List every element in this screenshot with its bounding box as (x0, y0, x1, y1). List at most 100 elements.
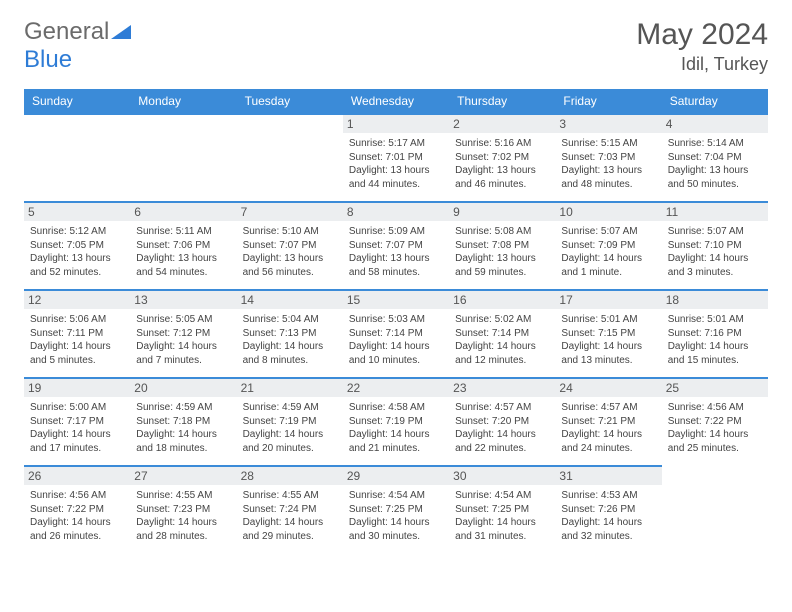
day-cell: 4 Sunrise: 5:14 AMSunset: 7:04 PMDaylight… (662, 113, 768, 201)
day-info: Sunrise: 4:57 AMSunset: 7:21 PMDaylight:… (561, 401, 655, 455)
day-cell: 1 Sunrise: 5:17 AMSunset: 7:01 PMDaylight… (343, 113, 449, 201)
day-info: Sunrise: 4:55 AMSunset: 7:23 PMDaylight:… (136, 489, 230, 543)
column-header: Wednesday (343, 89, 449, 113)
day-number: 18 (662, 291, 768, 309)
day-number: 20 (130, 379, 236, 397)
day-cell: 19 Sunrise: 5:00 AMSunset: 7:17 PMDayligh… (24, 377, 130, 465)
day-info: Sunrise: 5:07 AMSunset: 7:10 PMDaylight:… (668, 225, 762, 279)
day-info: Sunrise: 4:55 AMSunset: 7:24 PMDaylight:… (243, 489, 337, 543)
day-cell: 7Sunrise: 5:10 AMSunset: 7:07 PMDaylight… (237, 201, 343, 289)
day-info: Sunrise: 4:59 AMSunset: 7:18 PMDaylight:… (136, 401, 230, 455)
day-number: 24 (555, 379, 661, 397)
day-info: Sunrise: 5:11 AMSunset: 7:06 PMDaylight:… (136, 225, 230, 279)
day-number: 28 (237, 467, 343, 485)
day-info: Sunrise: 5:02 AMSunset: 7:14 PMDaylight:… (455, 313, 549, 367)
day-cell: 16 Sunrise: 5:02 AMSunset: 7:14 PMDayligh… (449, 289, 555, 377)
day-cell: 25 Sunrise: 4:56 AMSunset: 7:22 PMDayligh… (662, 377, 768, 465)
day-cell: 31 Sunrise: 4:53 AMSunset: 7:26 PMDayligh… (555, 465, 661, 553)
column-header: Monday (130, 89, 236, 113)
logo-part2: Blue (24, 46, 72, 73)
day-info: Sunrise: 4:56 AMSunset: 7:22 PMDaylight:… (668, 401, 762, 455)
day-number: 6 (130, 203, 236, 221)
day-cell: 15Sunrise: 5:03 AMSunset: 7:14 PMDayligh… (343, 289, 449, 377)
day-number: 10 (555, 203, 661, 221)
day-info: Sunrise: 5:17 AMSunset: 7:01 PMDaylight:… (349, 137, 443, 191)
column-header: Saturday (662, 89, 768, 113)
day-number: 3 (555, 115, 661, 133)
day-info: Sunrise: 5:08 AMSunset: 7:08 PMDaylight:… (455, 225, 549, 279)
day-number: 29 (343, 467, 449, 485)
day-info: Sunrise: 5:07 AMSunset: 7:09 PMDaylight:… (561, 225, 655, 279)
day-cell: 3 Sunrise: 5:15 AMSunset: 7:03 PMDaylight… (555, 113, 661, 201)
empty-cell (24, 113, 130, 201)
day-number: 4 (662, 115, 768, 133)
day-cell: 8 Sunrise: 5:09 AMSunset: 7:07 PMDaylight… (343, 201, 449, 289)
day-cell: 14Sunrise: 5:04 AMSunset: 7:13 PMDayligh… (237, 289, 343, 377)
empty-cell (130, 113, 236, 201)
day-cell: 2 Sunrise: 5:16 AMSunset: 7:02 PMDaylight… (449, 113, 555, 201)
day-cell: 10 Sunrise: 5:07 AMSunset: 7:09 PMDayligh… (555, 201, 661, 289)
title-block: May 2024 Idil, Turkey (636, 18, 768, 75)
day-info: Sunrise: 5:09 AMSunset: 7:07 PMDaylight:… (349, 225, 443, 279)
day-info: Sunrise: 4:57 AMSunset: 7:20 PMDaylight:… (455, 401, 549, 455)
header: General Blue May 2024 Idil, Turkey (24, 18, 768, 75)
day-number: 11 (662, 203, 768, 221)
day-info: Sunrise: 5:00 AMSunset: 7:17 PMDaylight:… (30, 401, 124, 455)
day-info: Sunrise: 5:04 AMSunset: 7:13 PMDaylight:… (243, 313, 337, 367)
day-info: Sunrise: 4:58 AMSunset: 7:19 PMDaylight:… (349, 401, 443, 455)
day-number: 15 (343, 291, 449, 309)
day-number: 16 (449, 291, 555, 309)
column-header: Friday (555, 89, 661, 113)
day-info: Sunrise: 4:53 AMSunset: 7:26 PMDaylight:… (561, 489, 655, 543)
empty-cell (237, 113, 343, 201)
day-info: Sunrise: 5:10 AMSunset: 7:07 PMDaylight:… (243, 225, 337, 279)
day-number: 13 (130, 291, 236, 309)
day-cell: 22 Sunrise: 4:58 AMSunset: 7:19 PMDayligh… (343, 377, 449, 465)
day-cell: 24 Sunrise: 4:57 AMSunset: 7:21 PMDayligh… (555, 377, 661, 465)
day-info: Sunrise: 5:15 AMSunset: 7:03 PMDaylight:… (561, 137, 655, 191)
day-cell: 9 Sunrise: 5:08 AMSunset: 7:08 PMDaylight… (449, 201, 555, 289)
day-cell: 17 Sunrise: 5:01 AMSunset: 7:15 PMDayligh… (555, 289, 661, 377)
day-cell: 30Sunrise: 4:54 AMSunset: 7:25 PMDayligh… (449, 465, 555, 553)
day-number: 30 (449, 467, 555, 485)
location-label: Idil, Turkey (636, 54, 768, 75)
day-cell: 21 Sunrise: 4:59 AMSunset: 7:19 PMDayligh… (237, 377, 343, 465)
logo-triangle-icon (111, 25, 131, 39)
day-cell: 13 Sunrise: 5:05 AMSunset: 7:12 PMDayligh… (130, 289, 236, 377)
day-number: 25 (662, 379, 768, 397)
day-number: 2 (449, 115, 555, 133)
day-number: 21 (237, 379, 343, 397)
day-info: Sunrise: 5:01 AMSunset: 7:15 PMDaylight:… (561, 313, 655, 367)
day-number: 8 (343, 203, 449, 221)
day-info: Sunrise: 5:05 AMSunset: 7:12 PMDaylight:… (136, 313, 230, 367)
day-number: 26 (24, 467, 130, 485)
day-cell: 11 Sunrise: 5:07 AMSunset: 7:10 PMDayligh… (662, 201, 768, 289)
day-info: Sunrise: 5:12 AMSunset: 7:05 PMDaylight:… (30, 225, 124, 279)
page-title: May 2024 (636, 18, 768, 52)
logo: General Blue (24, 18, 131, 74)
logo-part1: General (24, 18, 109, 45)
day-info: Sunrise: 4:54 AMSunset: 7:25 PMDaylight:… (349, 489, 443, 543)
day-info: Sunrise: 5:01 AMSunset: 7:16 PMDaylight:… (668, 313, 762, 367)
day-number: 1 (343, 115, 449, 133)
day-number: 17 (555, 291, 661, 309)
column-header: Sunday (24, 89, 130, 113)
day-number: 22 (343, 379, 449, 397)
day-number: 27 (130, 467, 236, 485)
day-info: Sunrise: 5:14 AMSunset: 7:04 PMDaylight:… (668, 137, 762, 191)
day-number: 9 (449, 203, 555, 221)
day-number: 19 (24, 379, 130, 397)
day-cell: 20 Sunrise: 4:59 AMSunset: 7:18 PMDayligh… (130, 377, 236, 465)
day-info: Sunrise: 4:59 AMSunset: 7:19 PMDaylight:… (243, 401, 337, 455)
logo-text: General Blue (24, 18, 131, 74)
day-cell: 12Sunrise: 5:06 AMSunset: 7:11 PMDayligh… (24, 289, 130, 377)
day-cell: 5Sunrise: 5:12 AMSunset: 7:05 PMDaylight… (24, 201, 130, 289)
column-header: Thursday (449, 89, 555, 113)
day-cell: 18 Sunrise: 5:01 AMSunset: 7:16 PMDayligh… (662, 289, 768, 377)
day-info: Sunrise: 5:16 AMSunset: 7:02 PMDaylight:… (455, 137, 549, 191)
column-header: Tuesday (237, 89, 343, 113)
day-cell: 27 Sunrise: 4:55 AMSunset: 7:23 PMDayligh… (130, 465, 236, 553)
day-info: Sunrise: 5:06 AMSunset: 7:11 PMDaylight:… (30, 313, 124, 367)
day-cell: 28 Sunrise: 4:55 AMSunset: 7:24 PMDayligh… (237, 465, 343, 553)
day-number: 31 (555, 467, 661, 485)
